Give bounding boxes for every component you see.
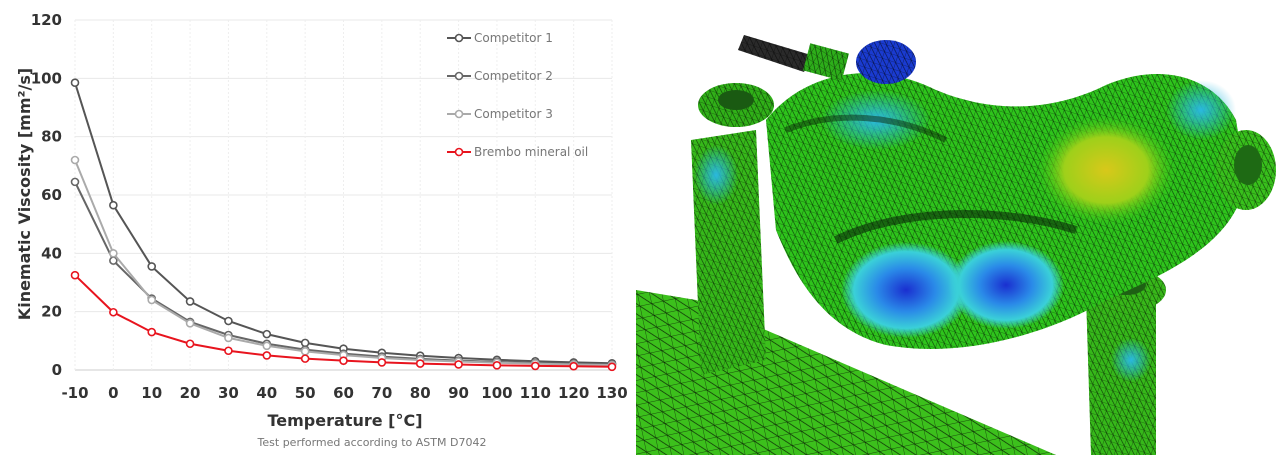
- y-axis-title: Kinematic Viscosity [mm²/s]: [15, 68, 34, 320]
- legend-swatch-marker: [454, 109, 464, 119]
- data-point: [454, 360, 463, 369]
- x-axis-title: Temperature [°C]: [267, 411, 422, 430]
- data-point: [70, 270, 80, 280]
- x-tick-label: 80: [410, 384, 431, 402]
- data-point: [262, 351, 272, 360]
- data-point: [607, 362, 617, 372]
- legend-label: Competitor 3: [474, 107, 553, 121]
- data-point: [147, 327, 157, 337]
- chart-grid: [74, 19, 613, 371]
- data-point: [300, 347, 310, 356]
- data-point: [492, 361, 502, 370]
- legend-item: Competitor 2: [447, 69, 553, 83]
- data-point: [339, 356, 348, 365]
- caliper-side-boss: [1216, 130, 1276, 210]
- data-point: [415, 359, 425, 368]
- viscosity-chart: 0 20 40 60 80 100 120 -10 0 10 20 30 40 50 60 70 80 90 100…: [15, 11, 628, 449]
- series-1: [70, 78, 617, 368]
- data-point: [109, 249, 118, 258]
- chart-series: [70, 78, 617, 372]
- chart-legend: Competitor 1 Competitor 2 Competitor 3 Brem…: [447, 31, 588, 159]
- data-point: [377, 358, 387, 367]
- x-tick-label: 70: [371, 384, 392, 402]
- legend-item: Competitor 3: [447, 107, 553, 121]
- x-tick-label: 0: [108, 384, 118, 402]
- data-point: [147, 295, 157, 305]
- brake-caliper-fea-render: [636, 35, 1276, 455]
- left-mount-column: [691, 83, 774, 375]
- data-point: [70, 78, 80, 88]
- bleed-fitting: [738, 35, 916, 84]
- x-tick-label: 50: [295, 384, 316, 402]
- x-tick-label: 90: [448, 384, 469, 402]
- x-tick-label: 30: [218, 384, 239, 402]
- data-point: [185, 319, 195, 328]
- legend-label: Competitor 2: [474, 69, 553, 83]
- x-tick-label: 20: [180, 384, 201, 402]
- x-tick-label: -10: [61, 384, 88, 402]
- data-point: [530, 361, 540, 371]
- caliper-body: [766, 73, 1246, 349]
- y-tick-label: 40: [41, 244, 62, 262]
- y-tick-label: 80: [41, 128, 62, 146]
- data-point: [70, 155, 80, 165]
- legend-swatch-marker: [454, 147, 464, 157]
- fea-mesh-image: [636, 0, 1280, 455]
- data-point: [224, 316, 233, 326]
- chart-ticks: 0 20 40 60 80 100 120 -10 0 10 20 30 40 50 60 70 80 90 100…: [31, 11, 628, 402]
- y-tick-label: 0: [52, 361, 62, 379]
- legend-swatch-marker: [454, 71, 464, 81]
- y-tick-label: 60: [41, 186, 62, 204]
- data-point: [109, 256, 118, 265]
- series-4: [70, 270, 617, 372]
- data-point: [224, 333, 233, 343]
- data-point: [147, 262, 157, 271]
- legend-item: Competitor 1: [447, 31, 553, 45]
- legend-label: Competitor 1: [474, 31, 553, 45]
- y-tick-label: 20: [41, 303, 62, 321]
- y-tick-label: 100: [31, 69, 62, 87]
- x-tick-label: 10: [141, 384, 162, 402]
- x-tick-label: 130: [596, 384, 627, 402]
- data-point: [569, 361, 578, 371]
- x-tick-label: 60: [333, 384, 354, 402]
- data-point: [109, 307, 118, 317]
- x-tick-label: 100: [481, 384, 512, 402]
- viscosity-chart-panel: 0 20 40 60 80 100 120 -10 0 10 20 30 40 50 60 70 80 90 100…: [0, 0, 636, 455]
- legend-swatch-marker: [454, 33, 464, 43]
- data-point: [185, 297, 195, 306]
- legend-label: Brembo mineral oil: [474, 145, 588, 159]
- data-point: [109, 200, 118, 210]
- chart-footnote: Test performed according to ASTM D7042: [257, 436, 487, 449]
- data-point: [300, 354, 310, 363]
- data-point: [70, 177, 80, 187]
- data-point: [185, 339, 195, 349]
- x-tick-label: 120: [558, 384, 589, 402]
- y-tick-label: 120: [31, 11, 62, 29]
- x-tick-label: 40: [256, 384, 277, 402]
- data-point: [224, 346, 233, 356]
- data-point: [262, 329, 272, 339]
- legend-item: Brembo mineral oil: [447, 145, 588, 159]
- x-tick-label: 110: [520, 384, 551, 402]
- data-point: [262, 341, 272, 351]
